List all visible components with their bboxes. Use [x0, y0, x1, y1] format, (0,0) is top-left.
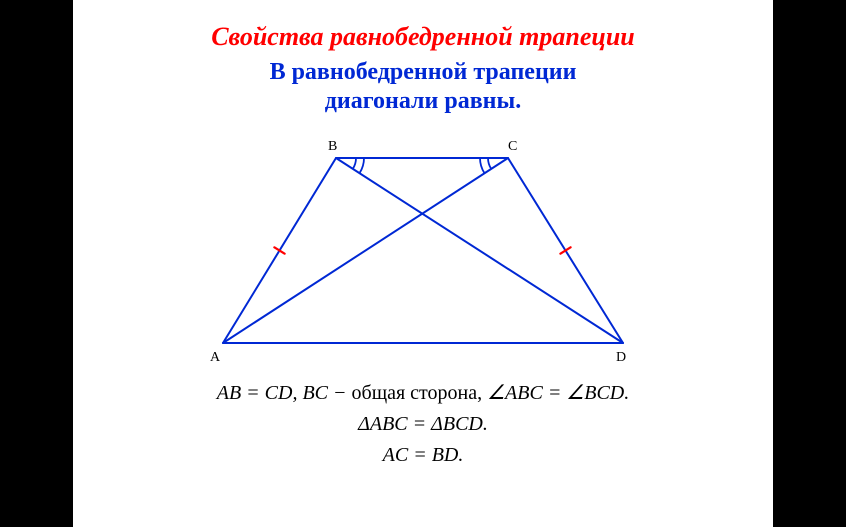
vertex-label-d: D — [616, 350, 626, 365]
trapezoid-svg: A B C D — [208, 135, 638, 365]
formula-line-2: ΔABC = ΔBCD. — [73, 409, 773, 440]
f1c: ∠ABC = ∠BCD. — [482, 382, 629, 404]
f1b: общая сторона, — [352, 382, 483, 404]
diagram: A B C D — [208, 135, 638, 365]
formula-line-3: AC = BD. — [73, 440, 773, 471]
subtitle-line-2: диагонали равны. — [325, 88, 521, 114]
vertex-label-c: C — [508, 139, 517, 154]
slide: Свойства равнобедренной трапеции В равно… — [73, 0, 773, 527]
slide-subtitle: В равнобедренной трапеции диагонали равн… — [73, 58, 773, 116]
formula-line-1: AB = CD, BC − общая сторона, ∠ABC = ∠BCD… — [73, 378, 773, 409]
vertex-label-a: A — [210, 350, 221, 365]
subtitle-line-1: В равнобедренной трапеции — [270, 59, 577, 85]
slide-title: Свойства равнобедренной трапеции — [73, 22, 773, 52]
f1a: AB = CD, BC − — [217, 382, 352, 404]
formula-block: AB = CD, BC − общая сторона, ∠ABC = ∠BCD… — [73, 378, 773, 471]
vertex-label-b: B — [328, 139, 337, 154]
